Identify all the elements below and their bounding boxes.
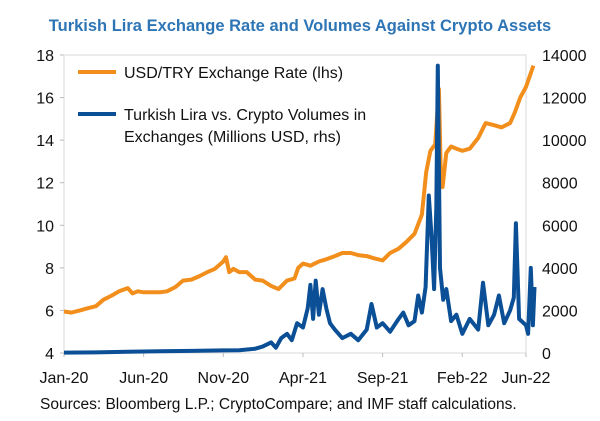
y-left-tick-label: 10 <box>36 218 54 235</box>
y-left-tick-label: 14 <box>36 133 54 150</box>
y-right-tick-label: 2000 <box>542 303 578 320</box>
y-right-tick-label: 14000 <box>542 48 587 65</box>
y-left-tick-label: 4 <box>45 346 54 363</box>
plot-border <box>63 54 527 354</box>
x-tick-label: Jun-20 <box>119 370 168 387</box>
x-tick-label: Sep-21 <box>357 370 409 387</box>
y-left-tick-label: 6 <box>45 303 54 320</box>
y-right-tick-label: 10000 <box>542 133 587 150</box>
y-right-tick-label: 6000 <box>542 218 578 235</box>
x-tick-label: Nov-20 <box>198 370 250 387</box>
y-left-tick-label: 8 <box>45 261 54 278</box>
legend-label-crypto-volumes: Turkish Lira vs. Crypto Volumes in Exchan… <box>124 107 366 146</box>
x-tick-label: Jan-20 <box>40 370 89 387</box>
series-line-crypto-volumes <box>63 63 537 355</box>
y-right-tick-label: 4000 <box>542 261 578 278</box>
y-left-tick-label: 12 <box>36 176 54 193</box>
x-tick-label: Jun-22 <box>502 370 551 387</box>
x-tick-label: Apr-21 <box>279 370 327 387</box>
y-left-tick-label: 18 <box>36 48 54 65</box>
y-left-tick-label: 16 <box>36 91 54 108</box>
y-right-tick-label: 0 <box>542 346 551 363</box>
chart-title: Turkish Lira Exchange Rate and Volumes A… <box>48 17 552 35</box>
y-right-tick-label: 12000 <box>542 91 587 108</box>
series-line-usd-try <box>63 64 536 315</box>
legend-label-usd-try: USD/TRY Exchange Rate (lhs) <box>124 65 343 82</box>
x-tick-label: Feb-22 <box>437 370 488 387</box>
y-right-tick-label: 8000 <box>542 176 578 193</box>
source-note: Sources: Bloomberg L.P.; CryptoCompare; … <box>40 396 517 413</box>
